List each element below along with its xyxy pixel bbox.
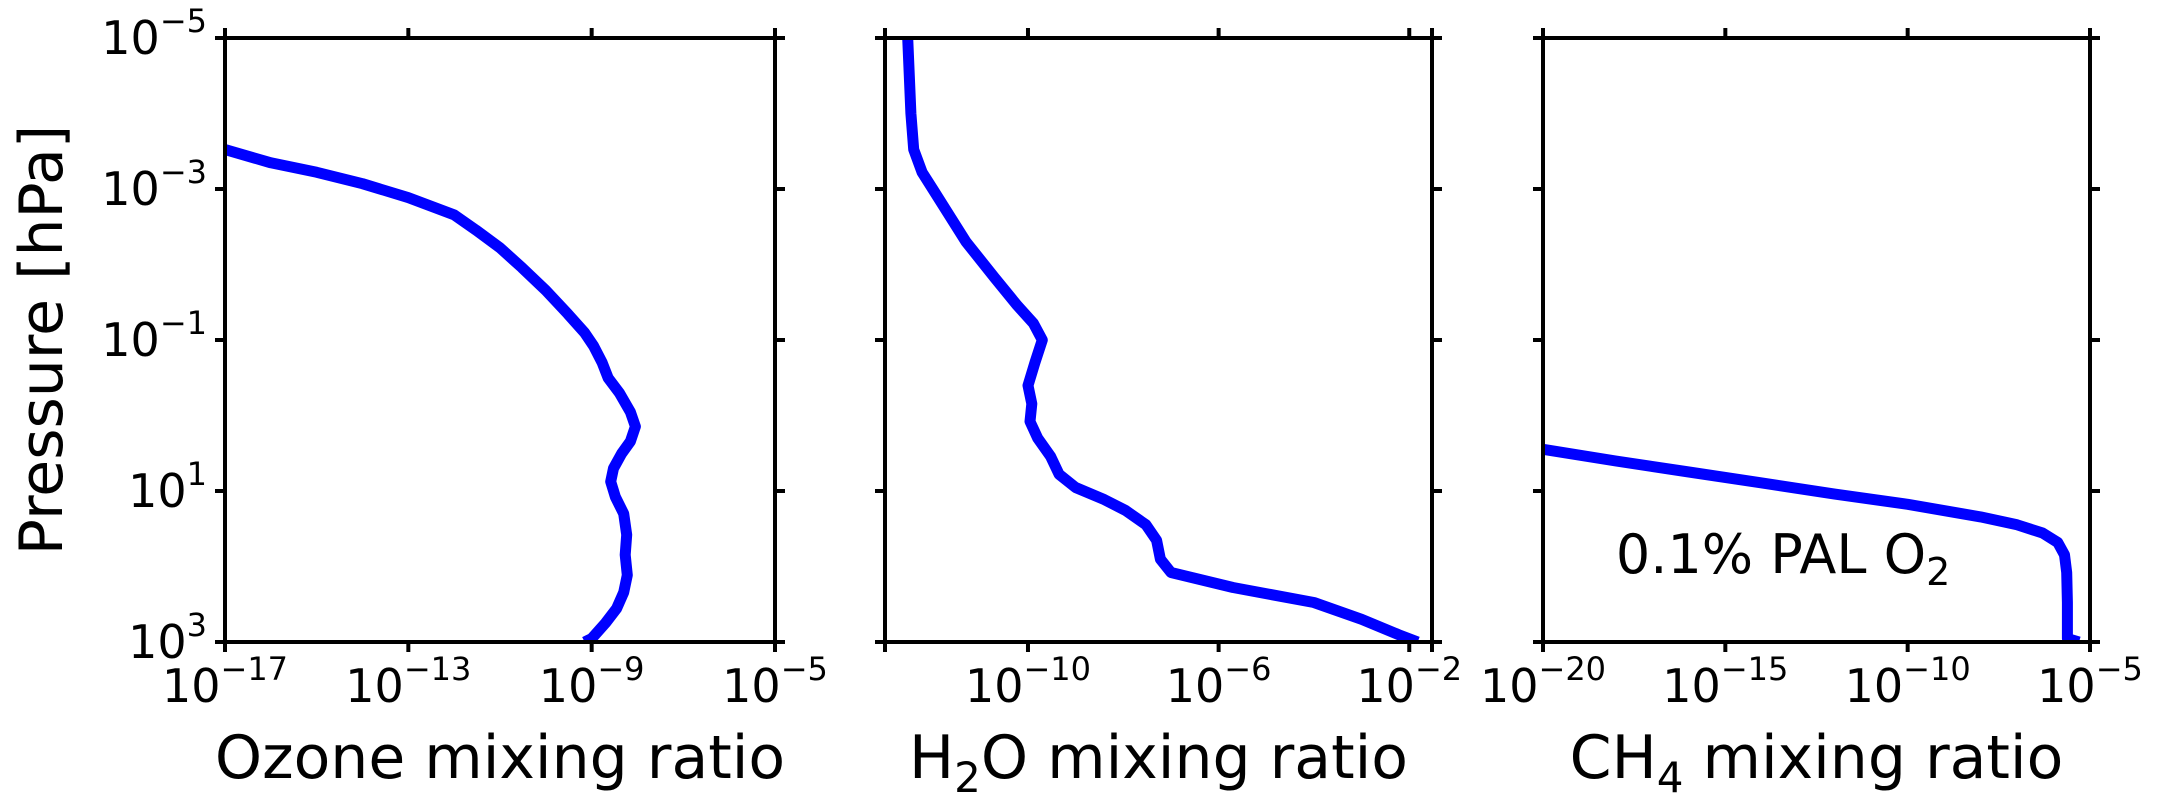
axes-frame [223,36,777,644]
x-tick-label: 10−15 [1662,650,1788,713]
x-axis-label: Ozone mixing ratio [215,723,785,793]
series-line-2-1 [902,38,1420,642]
x-tick-label: 10−5 [722,650,828,713]
panel-3: 10−20 10−15 10−10 10−5 CH4 mixing ratio 0.1% … [1480,28,2143,802]
y-axis-label: Pressure [hPa] [7,125,77,555]
x-tick-label: 10−9 [539,650,645,713]
x-tick-label: 10−10 [965,650,1091,713]
x-tick-label: 10−5 [2037,650,2143,713]
x-tick-label: 10−13 [345,650,471,713]
panel-1: 10−17 10−13 10−9 10−5 10−5 10−3 10−1 101 103Ozon… [7,2,828,793]
annotation-label: 0.1% PAL O2 [1616,523,1950,594]
y-tick-label: 10−3 [101,153,207,216]
x-tick-label: 10−10 [1845,650,1971,713]
series-line-3-1 [1543,443,2081,642]
x-axis-label: CH4 mixing ratio [1570,723,2064,802]
y-tick-label: 101 [128,455,207,518]
panel-2: 10−10 10−6 10−2 H2O mixing ratio [875,28,1462,802]
x-axis-label: H2O mixing ratio [909,723,1408,802]
x-tick-label: 10−17 [162,650,288,713]
x-tick-label: 10−6 [1166,650,1272,713]
y-tick-label: 10−1 [101,304,207,367]
x-tick-label: 10−2 [1356,650,1462,713]
y-tick-label: 103 [128,606,207,669]
x-tick-label: 10−20 [1480,650,1606,713]
y-tick-label: 10−5 [101,2,207,65]
series-line-1-1 [225,144,641,642]
